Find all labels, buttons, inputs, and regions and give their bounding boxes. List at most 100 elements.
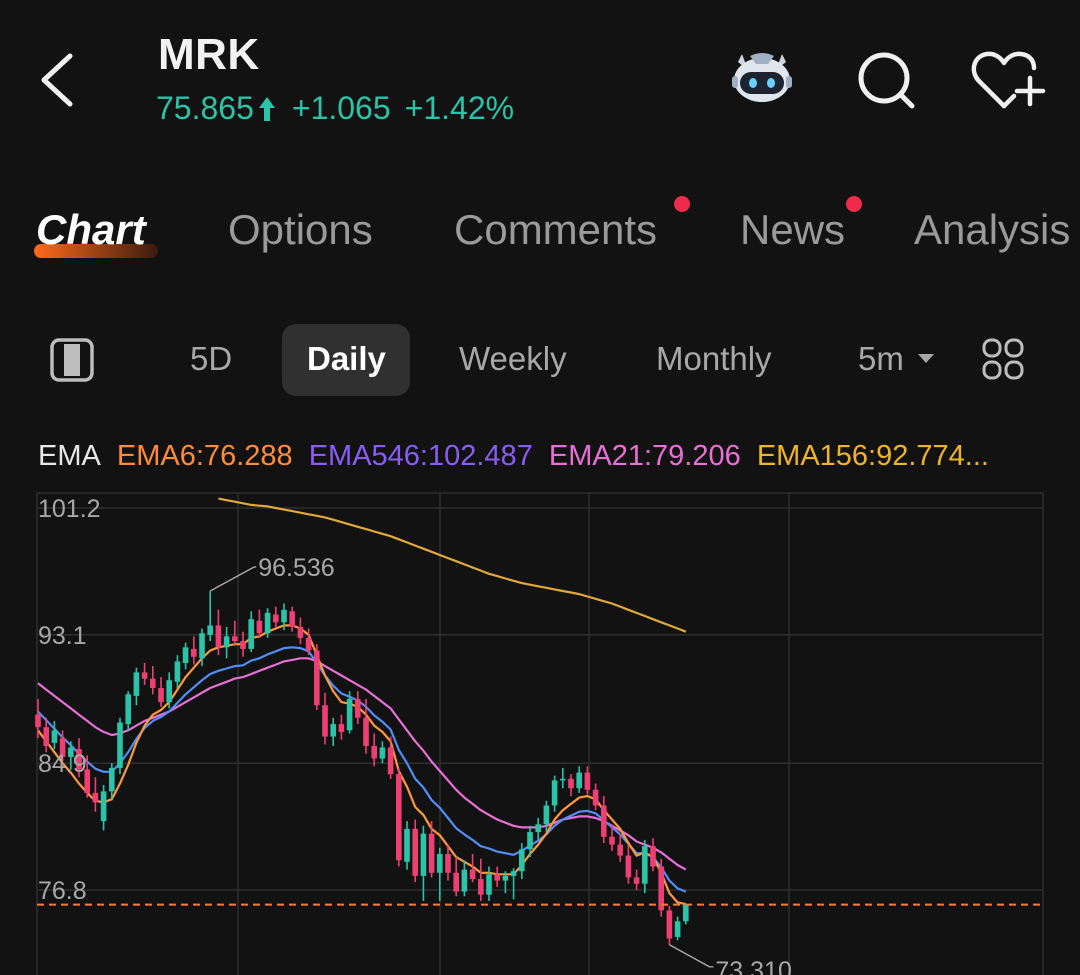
low-price-label: 73.310 xyxy=(715,957,791,975)
ema21-value: EMA21:79.206 xyxy=(548,440,741,472)
candle-body xyxy=(346,699,353,731)
candle-body xyxy=(560,778,566,781)
high-marker-line xyxy=(209,566,257,592)
candle-body xyxy=(551,780,558,806)
ema546-value: EMA546:102.487 xyxy=(308,440,533,472)
candle-body xyxy=(223,636,230,648)
period-daily[interactable]: Daily xyxy=(307,340,386,377)
tab-news[interactable]: News xyxy=(740,206,846,253)
ema6-line xyxy=(37,624,687,906)
candle-body xyxy=(478,879,484,895)
candle-body xyxy=(158,688,164,703)
candle-body xyxy=(182,647,189,663)
candle-body xyxy=(109,767,115,792)
candle-body xyxy=(387,747,394,775)
grid-menu-icon[interactable] xyxy=(982,338,1024,380)
candle-body xyxy=(379,747,386,759)
ticker-symbol: MRK xyxy=(158,30,260,79)
price-change-percent: +1.42% xyxy=(404,90,515,126)
candle-body xyxy=(150,678,156,689)
caret-down-icon[interactable] xyxy=(918,354,934,363)
candle-body xyxy=(191,648,197,657)
candle-body xyxy=(314,650,320,706)
candle-body xyxy=(527,832,533,850)
y-axis-tick-label: 84.9 xyxy=(38,750,87,778)
candle-body xyxy=(609,836,615,845)
tab-chart[interactable]: Chart xyxy=(36,206,146,253)
tab-comments[interactable]: Comments xyxy=(454,206,658,253)
candle-body xyxy=(338,724,345,732)
candle-body xyxy=(256,620,263,634)
layout-toggle-icon[interactable] xyxy=(50,338,94,382)
price-change: +1.065 xyxy=(291,90,391,126)
period-selected-highlight xyxy=(282,324,410,396)
candle-body xyxy=(141,672,148,679)
candlestick-chart[interactable]: 101.2 93.1 84.9 76.8 96.536 73.310 xyxy=(0,490,1080,975)
heart-plus-icon[interactable] xyxy=(970,48,1046,112)
candle-body xyxy=(674,921,681,937)
candle-body xyxy=(412,828,418,876)
candle-body xyxy=(494,874,500,881)
candle-body xyxy=(84,769,90,793)
ema-legend[interactable]: EMA EMA6:76.288 EMA546:102.487 EMA21:79.… xyxy=(38,440,997,473)
candle-body xyxy=(355,699,361,718)
period-5m-dropdown[interactable]: 5m xyxy=(858,340,904,377)
candle-body xyxy=(428,833,435,873)
candle-body xyxy=(502,875,509,881)
last-price: 75.865 xyxy=(156,90,254,126)
candle-body xyxy=(396,774,402,861)
candle-body xyxy=(166,680,172,703)
news-badge-dot xyxy=(846,196,862,212)
search-icon[interactable] xyxy=(856,50,920,110)
candle-body xyxy=(633,877,640,884)
candle-body xyxy=(576,772,582,789)
ema6-value: EMA6:76.288 xyxy=(116,440,293,472)
candle-body xyxy=(445,853,451,873)
low-marker-line xyxy=(669,944,714,968)
candle-body xyxy=(289,611,295,627)
candle-body xyxy=(207,625,213,635)
tab-options[interactable]: Options xyxy=(228,206,373,253)
candle-body xyxy=(199,633,205,659)
y-axis-tick-label: 76.8 xyxy=(38,877,87,905)
candle-body xyxy=(76,749,82,770)
candle-body xyxy=(305,637,312,651)
candle-body xyxy=(174,661,181,682)
candle-body xyxy=(125,694,131,725)
candle-body xyxy=(273,614,279,623)
price-quote: 75.865 +1.065 +1.42% xyxy=(156,90,514,127)
candle-body xyxy=(683,904,689,922)
active-tab-indicator xyxy=(34,244,158,258)
robot-assistant-icon[interactable] xyxy=(728,48,796,108)
period-5d[interactable]: 5D xyxy=(190,340,233,377)
candle-body xyxy=(453,872,459,892)
candle-body xyxy=(51,730,58,743)
ema-label: EMA xyxy=(38,440,101,472)
candle-body xyxy=(486,874,492,895)
candle-body xyxy=(584,772,591,790)
period-weekly[interactable]: Weekly xyxy=(459,340,567,377)
period-monthly[interactable]: Monthly xyxy=(656,340,772,377)
candle-body xyxy=(650,846,656,867)
ema21-line xyxy=(37,657,687,871)
candle-body xyxy=(363,717,369,746)
candle-body xyxy=(658,866,664,911)
candle-body xyxy=(281,609,287,623)
back-chevron-icon[interactable] xyxy=(34,50,84,110)
candle-body xyxy=(322,705,328,737)
candle-body xyxy=(248,619,254,649)
candle-body xyxy=(404,828,410,862)
candle-body xyxy=(35,714,41,728)
candle-body xyxy=(232,636,238,642)
candle-body xyxy=(543,805,550,825)
candle-body xyxy=(535,824,541,833)
candle-body xyxy=(100,791,107,822)
candle-body xyxy=(240,641,246,649)
candle-body xyxy=(592,789,599,806)
tab-analysis[interactable]: Analysis xyxy=(914,206,1071,253)
candle-body xyxy=(568,778,574,789)
candle-body xyxy=(371,745,377,759)
arrow-up-icon xyxy=(258,96,275,121)
candle-body xyxy=(617,844,623,856)
candle-body xyxy=(469,869,476,880)
